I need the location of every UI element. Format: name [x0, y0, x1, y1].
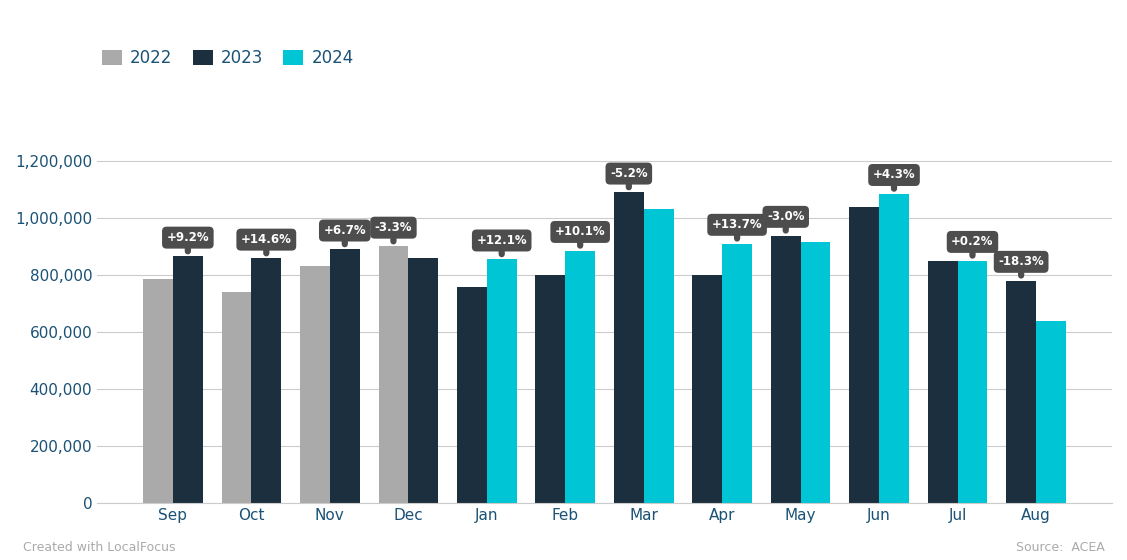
Bar	[644, 208, 674, 503]
Legend: 2022, 2023, 2024: 2022, 2023, 2024	[95, 42, 361, 73]
Text: -5.2%: -5.2%	[610, 167, 648, 187]
Text: -3.3%: -3.3%	[374, 221, 412, 241]
Bar	[958, 261, 987, 503]
Bar	[1006, 281, 1036, 503]
Bar	[222, 292, 251, 503]
Bar	[692, 275, 722, 503]
Bar	[300, 267, 330, 503]
Text: +9.2%: +9.2%	[167, 231, 210, 251]
Text: +14.6%: +14.6%	[241, 233, 292, 253]
Text: +4.3%: +4.3%	[872, 169, 915, 189]
Text: +13.7%: +13.7%	[712, 218, 762, 239]
Bar	[535, 275, 566, 503]
Bar	[251, 258, 282, 503]
Text: +12.1%: +12.1%	[477, 234, 527, 254]
Text: -3.0%: -3.0%	[767, 211, 805, 231]
Bar	[172, 256, 203, 503]
Bar	[1036, 321, 1066, 503]
Bar	[330, 249, 360, 503]
Text: +6.7%: +6.7%	[323, 224, 366, 244]
Text: +10.1%: +10.1%	[554, 226, 605, 246]
Bar	[143, 279, 172, 503]
Bar	[850, 207, 879, 503]
Bar	[456, 287, 487, 503]
Bar	[566, 251, 595, 503]
Bar	[379, 246, 408, 503]
Bar	[487, 259, 516, 503]
Text: +0.2%: +0.2%	[951, 235, 994, 255]
Bar	[771, 236, 800, 503]
Bar	[614, 193, 644, 503]
Text: -18.3%: -18.3%	[999, 255, 1044, 276]
Bar	[408, 258, 438, 503]
Text: Created with LocalFocus: Created with LocalFocus	[23, 542, 175, 554]
Bar	[928, 262, 958, 503]
Bar	[800, 242, 831, 503]
Bar	[879, 194, 909, 503]
Bar	[722, 244, 752, 503]
Text: Source:  ACEA: Source: ACEA	[1015, 542, 1104, 554]
